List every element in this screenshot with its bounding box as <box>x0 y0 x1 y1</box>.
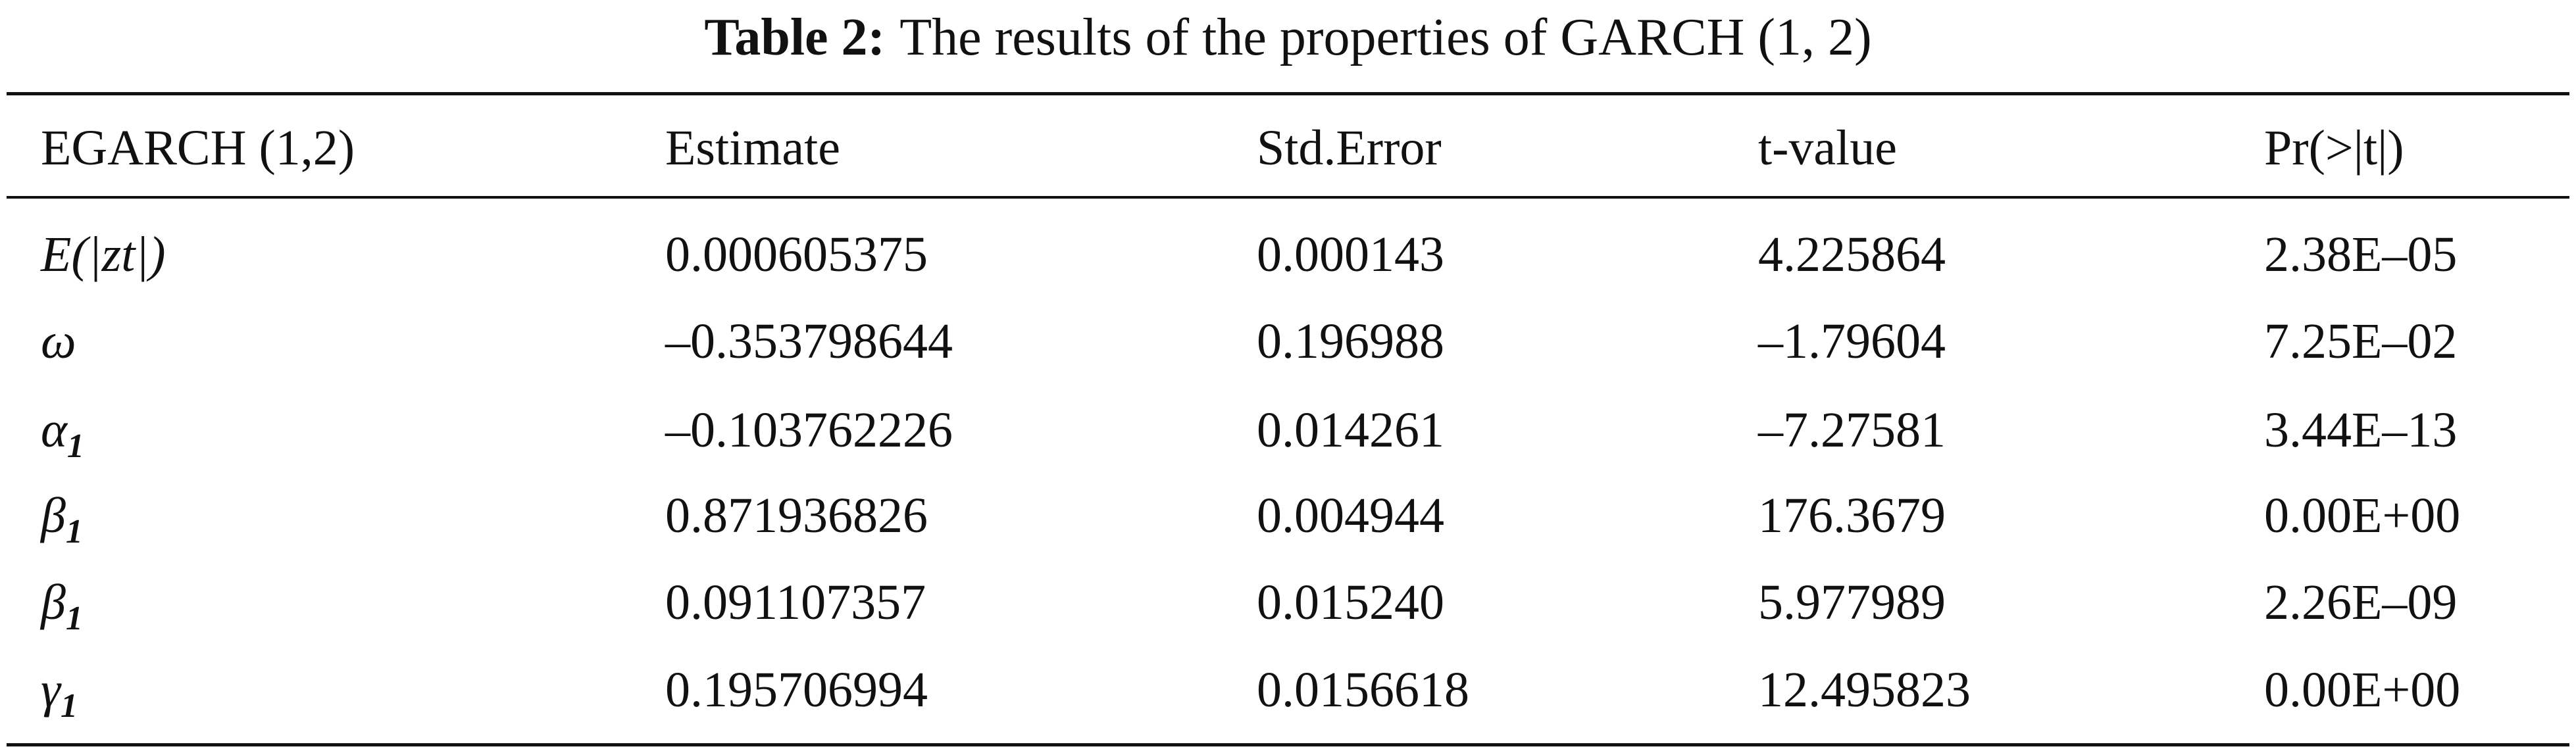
data-cell: 0.014261 <box>1257 402 1444 458</box>
data-cell: 2.38E–05 <box>2264 227 2458 282</box>
row-label: E(|zt|) <box>41 225 166 284</box>
data-cell: 7.25E–02 <box>2264 314 2458 369</box>
top-rule <box>7 92 2569 95</box>
header-rule <box>7 196 2569 199</box>
data-cell: 0.000143 <box>1257 227 1444 282</box>
subscript: 1 <box>66 427 84 465</box>
data-cell: 3.44E–13 <box>2264 402 2458 458</box>
header-cell: EGARCH (1,2) <box>41 120 355 176</box>
row-label: β1 <box>41 573 83 648</box>
symbol: α1 <box>41 402 84 465</box>
data-cell: 2.26E–09 <box>2264 575 2458 630</box>
data-cell: 0.00E+00 <box>2264 488 2461 543</box>
row-label: α1 <box>41 401 84 476</box>
header-cell: Estimate <box>665 120 840 176</box>
bottom-rule <box>7 743 2569 746</box>
symbol: γ1 <box>41 662 78 725</box>
data-cell: –0.103762226 <box>665 402 953 458</box>
data-cell: 0.000605375 <box>665 227 928 282</box>
symbol: β1 <box>41 575 83 637</box>
caption-label: Table 2: <box>704 9 886 66</box>
data-cell: 0.0156618 <box>1257 662 1469 718</box>
caption-text: The results of the properties of GARCH (… <box>899 9 1872 66</box>
row-label: γ1 <box>41 660 78 736</box>
data-cell: 0.091107357 <box>665 575 926 630</box>
row-label: β1 <box>41 486 83 562</box>
header-cell: Std.Error <box>1257 120 1442 176</box>
data-cell: 0.195706994 <box>665 662 928 718</box>
data-cell: 0.00E+00 <box>2264 662 2461 718</box>
data-cell: 0.871936826 <box>665 488 928 543</box>
symbol: E(|zt|) <box>41 227 166 282</box>
header-cell: Pr(>|t|) <box>2264 120 2404 176</box>
subscript: 1 <box>60 687 78 725</box>
subscript: 1 <box>65 513 83 550</box>
row-label: ω <box>41 312 76 371</box>
data-cell: 176.3679 <box>1758 488 1946 543</box>
data-cell: –1.79604 <box>1758 314 1946 369</box>
data-cell: 0.004944 <box>1257 488 1444 543</box>
data-cell: 5.977989 <box>1758 575 1946 630</box>
data-cell: –7.27581 <box>1758 402 1946 458</box>
data-cell: 0.015240 <box>1257 575 1444 630</box>
symbol: β1 <box>41 488 83 550</box>
symbol: ω <box>41 314 76 369</box>
table-caption: Table 2: The results of the properties of… <box>0 8 2576 67</box>
header-cell: t-value <box>1758 120 1898 176</box>
data-cell: 0.196988 <box>1257 314 1444 369</box>
data-cell: 12.495823 <box>1758 662 1971 718</box>
data-cell: –0.353798644 <box>665 314 953 369</box>
subscript: 1 <box>65 600 83 637</box>
data-cell: 4.225864 <box>1758 227 1946 282</box>
